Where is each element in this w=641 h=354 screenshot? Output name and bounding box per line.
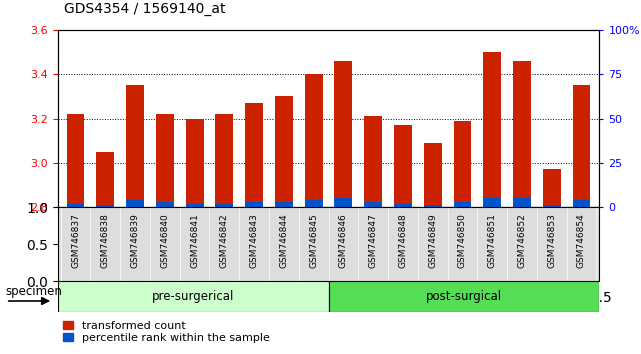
Bar xyxy=(543,205,561,207)
Text: GDS4354 / 1569140_at: GDS4354 / 1569140_at xyxy=(64,2,226,16)
Bar xyxy=(96,152,114,207)
Bar xyxy=(572,85,590,207)
Bar xyxy=(513,61,531,207)
Bar xyxy=(126,85,144,207)
Text: GSM746847: GSM746847 xyxy=(369,213,378,268)
Text: GSM746843: GSM746843 xyxy=(249,213,258,268)
Bar xyxy=(335,198,353,207)
Text: GSM746848: GSM746848 xyxy=(399,213,408,268)
Text: GSM746845: GSM746845 xyxy=(309,213,318,268)
Bar xyxy=(215,114,233,207)
Legend: transformed count, percentile rank within the sample: transformed count, percentile rank withi… xyxy=(63,321,270,343)
Bar xyxy=(364,202,382,207)
Bar xyxy=(245,103,263,207)
Text: GSM746853: GSM746853 xyxy=(547,213,556,268)
Text: GSM746851: GSM746851 xyxy=(488,213,497,268)
Text: pre-surgerical: pre-surgerical xyxy=(152,290,235,303)
Bar xyxy=(304,74,322,207)
Text: GSM746850: GSM746850 xyxy=(458,213,467,268)
Bar xyxy=(215,204,233,207)
Bar xyxy=(394,204,412,207)
Text: GSM746841: GSM746841 xyxy=(190,213,199,268)
Bar xyxy=(483,52,501,207)
Bar xyxy=(275,97,293,207)
Text: GSM746844: GSM746844 xyxy=(279,213,288,268)
Bar xyxy=(513,198,531,207)
Bar xyxy=(453,121,471,207)
Bar xyxy=(245,202,263,207)
Bar xyxy=(543,170,561,207)
Bar xyxy=(67,204,85,207)
Bar xyxy=(483,198,501,207)
Text: GSM746842: GSM746842 xyxy=(220,213,229,268)
Bar xyxy=(156,202,174,207)
Text: GSM746840: GSM746840 xyxy=(160,213,169,268)
Text: GSM746839: GSM746839 xyxy=(131,213,140,268)
Bar xyxy=(126,200,144,207)
Bar xyxy=(156,114,174,207)
Bar xyxy=(275,202,293,207)
Bar xyxy=(186,204,203,207)
Text: GSM746852: GSM746852 xyxy=(517,213,526,268)
Bar xyxy=(394,125,412,207)
Bar xyxy=(58,281,328,312)
Bar xyxy=(186,119,203,207)
Text: GSM746849: GSM746849 xyxy=(428,213,437,268)
Text: GSM746854: GSM746854 xyxy=(577,213,586,268)
Bar xyxy=(453,202,471,207)
Bar xyxy=(96,205,114,207)
Text: GSM746838: GSM746838 xyxy=(101,213,110,268)
Text: specimen: specimen xyxy=(6,285,63,298)
Bar xyxy=(572,200,590,207)
Bar xyxy=(304,200,322,207)
Bar xyxy=(335,61,353,207)
Bar xyxy=(328,281,599,312)
Bar xyxy=(67,114,85,207)
Text: GSM746846: GSM746846 xyxy=(339,213,348,268)
Text: GSM746837: GSM746837 xyxy=(71,213,80,268)
Bar xyxy=(364,116,382,207)
Bar xyxy=(424,205,442,207)
Text: post-surgical: post-surgical xyxy=(426,290,502,303)
Bar xyxy=(424,143,442,207)
